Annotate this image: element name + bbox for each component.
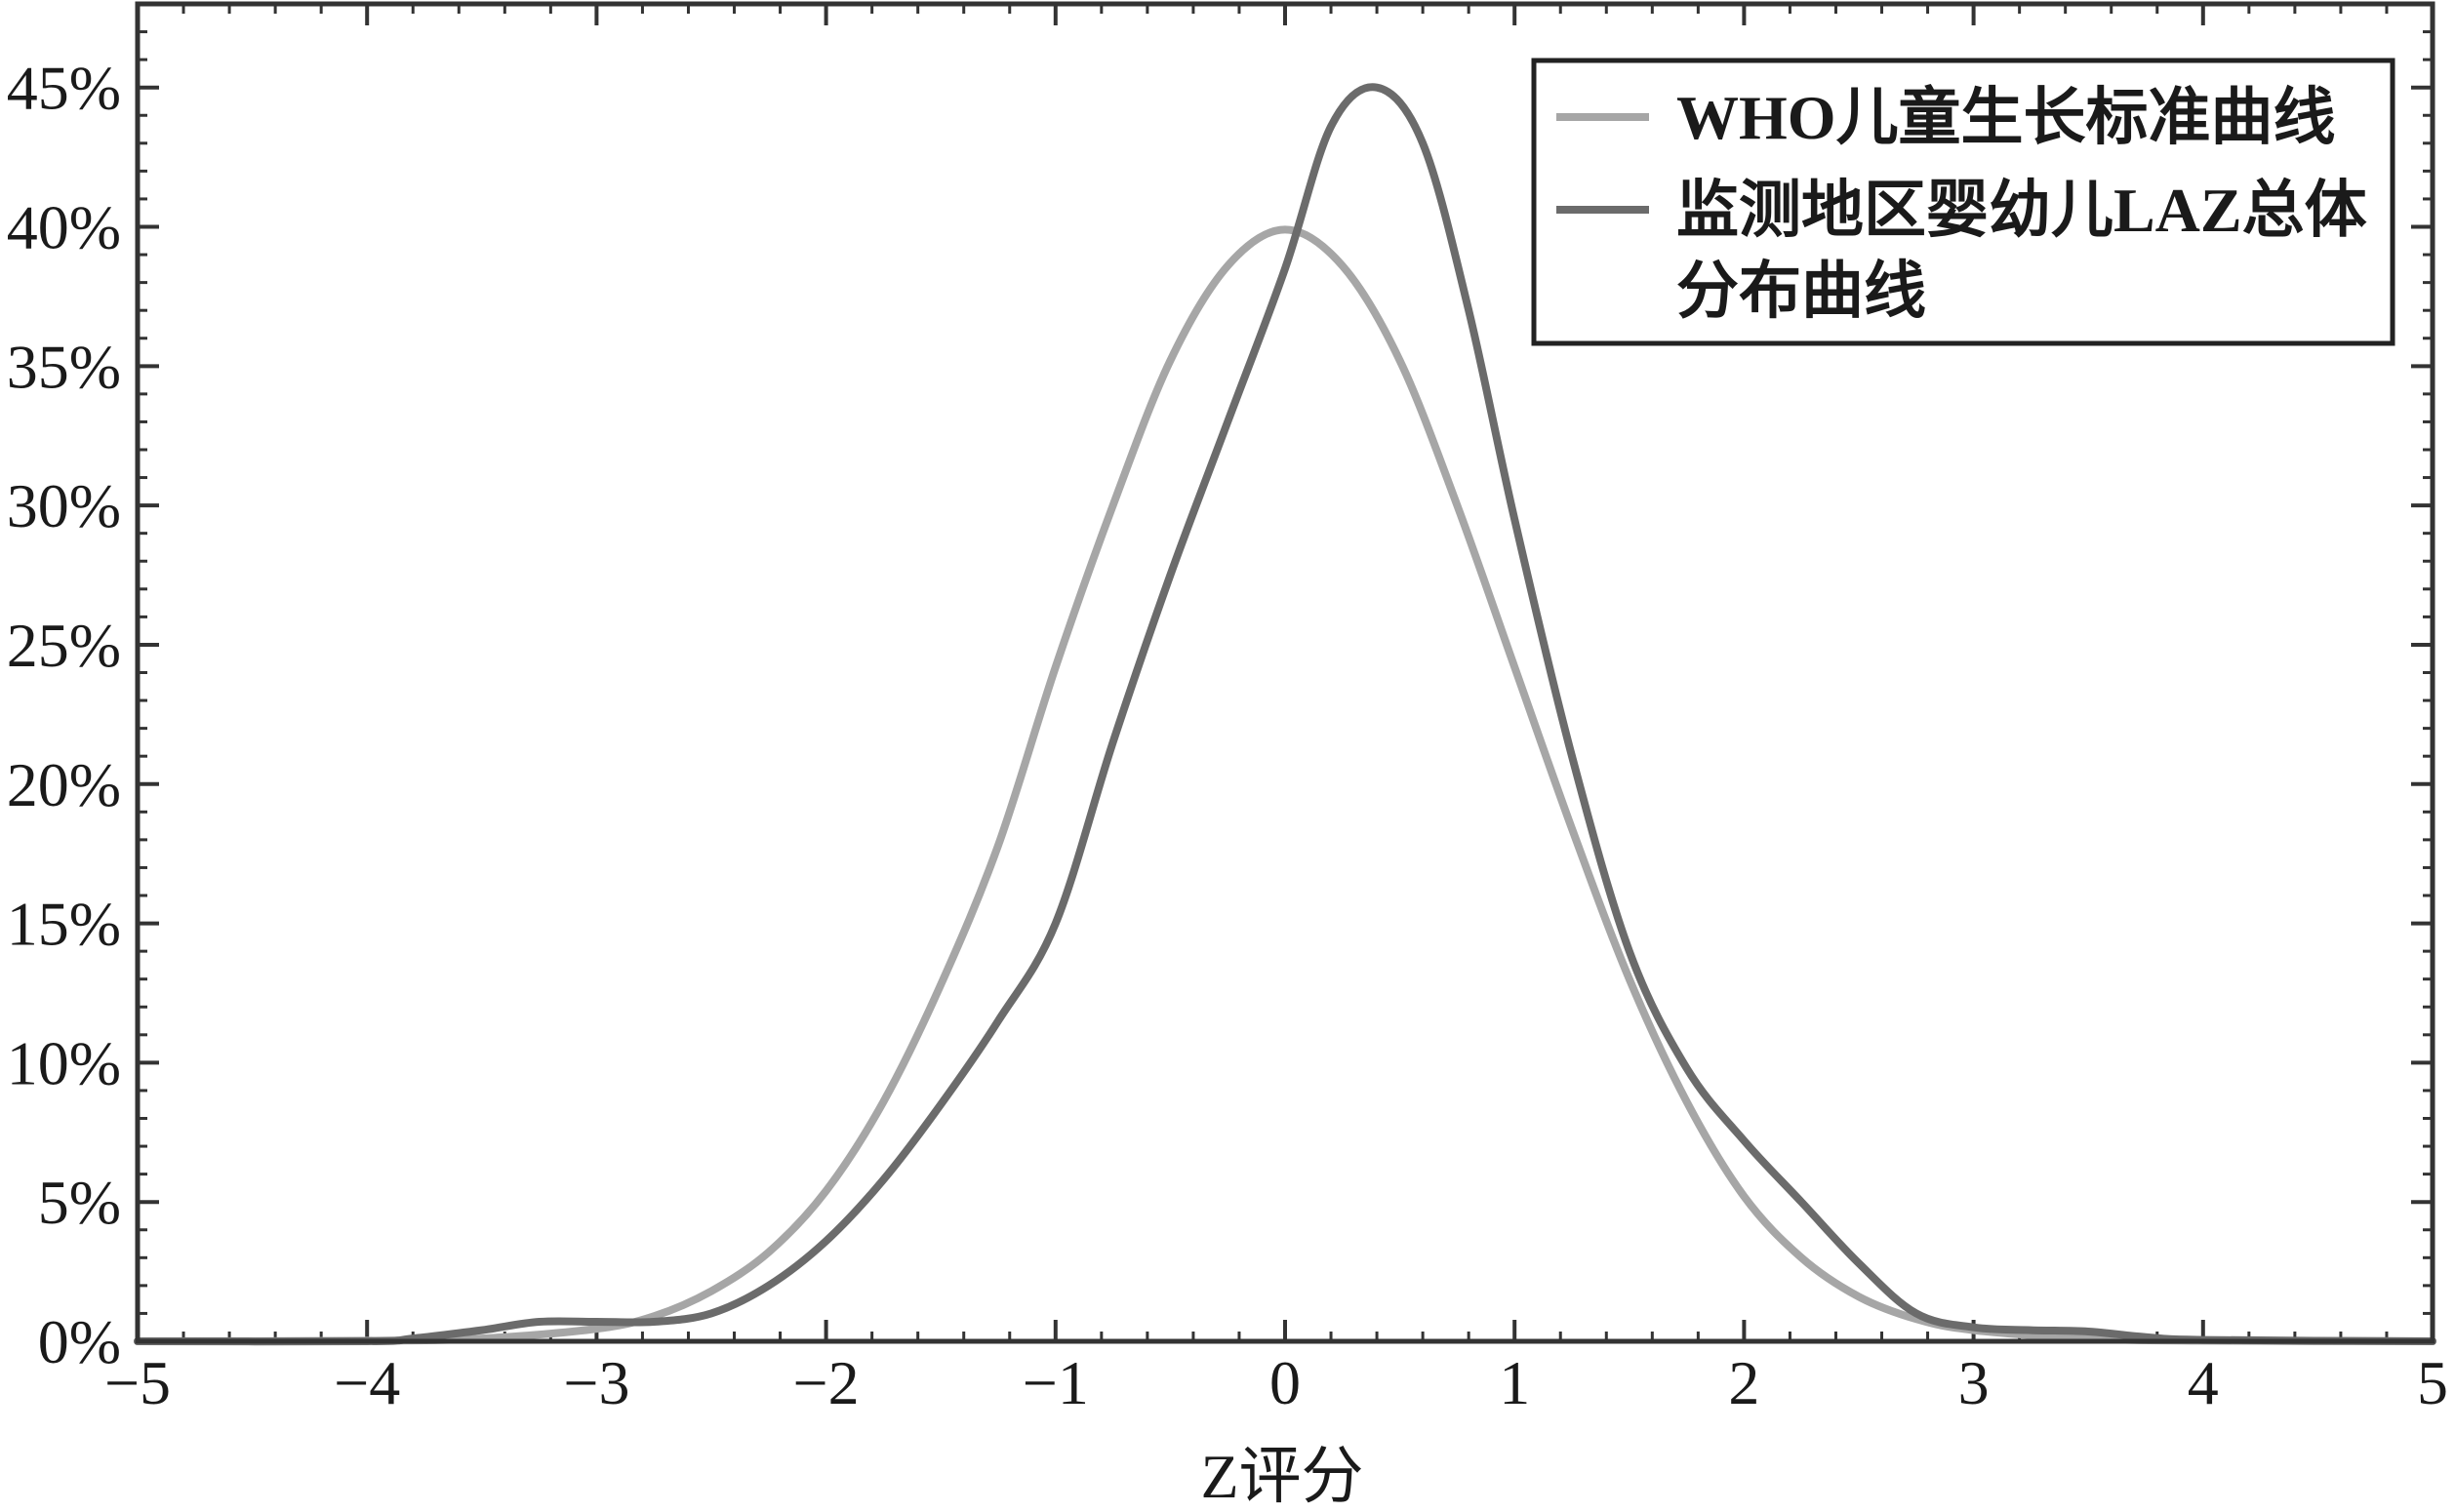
series-lines <box>134 83 2436 1346</box>
x-tick-label: −4 <box>334 1348 400 1417</box>
y-tick-label: 20% <box>7 750 121 819</box>
legend-label-laz-line1: 监测地区婴幼儿LAZ总体 <box>1676 176 2367 245</box>
series-line-who <box>134 225 2436 1345</box>
y-axis-tick-labels: 0% 5% 10% 15% 20% 25% 30% 35% 40% 45% <box>7 54 121 1376</box>
y-tick-label: 25% <box>7 611 121 680</box>
y-tick-label: 0% <box>38 1307 121 1376</box>
legend-label-who: WHO儿童生长标准曲线 <box>1676 83 2336 152</box>
legend: WHO儿童生长标准曲线 监测地区婴幼儿LAZ总体 分布曲线 <box>1531 58 2395 346</box>
y-tick-label: 45% <box>7 54 121 123</box>
x-tick-label: −3 <box>563 1348 629 1417</box>
y-tick-label: 5% <box>38 1168 121 1237</box>
x-tick-label: −1 <box>1023 1348 1089 1417</box>
plot-frame <box>135 1 2435 1344</box>
x-tick-label: −2 <box>793 1348 860 1417</box>
x-tick-label: 3 <box>1958 1348 1990 1417</box>
x-tick-label: 4 <box>2188 1348 2219 1417</box>
x-tick-label: −5 <box>104 1348 171 1417</box>
y-tick-label: 30% <box>7 471 121 540</box>
x-tick-label: 0 <box>1269 1348 1301 1417</box>
legend-label-laz-line2: 分布曲线 <box>1676 257 1926 326</box>
x-axis-title: Z评分 <box>1200 1442 1363 1511</box>
x-axis-tick-labels: −5 −4 −3 −2 −1 0 1 2 3 4 5 <box>104 1348 2448 1417</box>
x-tick-label: 2 <box>1728 1348 1759 1417</box>
legend-box <box>1531 58 2395 346</box>
y-tick-label: 10% <box>7 1028 121 1097</box>
y-tick-label: 15% <box>7 890 121 959</box>
y-tick-label: 35% <box>7 332 121 401</box>
x-tick-label: 1 <box>1499 1348 1530 1417</box>
x-tick-label: 5 <box>2417 1348 2448 1417</box>
y-tick-label: 40% <box>7 193 121 262</box>
series-line-laz <box>134 83 2436 1346</box>
